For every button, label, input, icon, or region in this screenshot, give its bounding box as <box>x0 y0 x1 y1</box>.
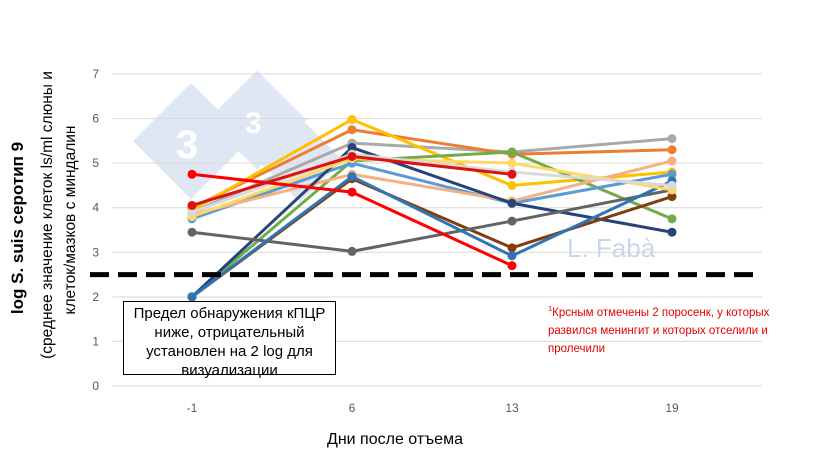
data-point <box>507 158 517 168</box>
data-point <box>347 114 357 124</box>
y-axis-label-sub-line2: клеток/мазков с миндалин <box>62 125 79 315</box>
data-point <box>507 180 517 190</box>
red-note-line3: пролечили <box>548 342 606 355</box>
y-axis-label-main-text: log S. suis серотип 9 <box>8 141 27 315</box>
data-point <box>507 261 517 271</box>
data-point <box>347 151 357 161</box>
y-tick-label: 4 <box>92 201 99 215</box>
x-tick-label: -1 <box>187 401 198 415</box>
watermark-name: L. Fabà <box>567 233 656 263</box>
data-point <box>667 180 677 190</box>
data-point <box>667 169 677 179</box>
data-point <box>347 172 357 182</box>
y-axis-label-sub-line1: (среднее значение клеток ls/ml слюны и <box>39 71 56 359</box>
data-point <box>187 169 197 179</box>
watermark-mark-1: 3 <box>176 123 198 167</box>
x-tick-label: 13 <box>505 401 519 415</box>
series-line <box>191 188 673 253</box>
data-point <box>507 251 517 261</box>
data-point <box>507 147 517 157</box>
data-point <box>347 187 357 197</box>
series-line <box>191 137 673 214</box>
red-lines-note: 1Крсным отмечены 2 поросенк, у которых р… <box>548 300 808 358</box>
series-line <box>191 161 673 221</box>
data-point <box>187 292 197 302</box>
y-tick-label: 6 <box>92 112 99 126</box>
series-line <box>191 175 673 299</box>
y-tick-label: 7 <box>92 67 99 81</box>
data-point <box>667 227 677 237</box>
red-note-line2b: менингит и которых отселили и <box>597 324 768 337</box>
data-point <box>507 198 517 208</box>
data-point <box>507 243 517 253</box>
x-axis-label: Дни после отъема <box>327 431 463 448</box>
y-tick-label: 5 <box>92 156 99 170</box>
series-line <box>191 157 673 219</box>
data-point <box>667 134 677 144</box>
y-tick-label: 3 <box>92 245 99 259</box>
x-tick-label: 6 <box>349 401 356 415</box>
y-tick-label: 2 <box>92 290 99 304</box>
series-line <box>191 150 673 299</box>
data-point <box>347 246 357 256</box>
red-note-superscript: 1 <box>548 304 553 313</box>
data-point <box>187 200 197 210</box>
data-point <box>667 214 677 224</box>
data-point <box>667 145 677 155</box>
data-point <box>667 156 677 166</box>
data-point <box>347 143 357 153</box>
series-line <box>191 128 673 210</box>
y-tick-label: 0 <box>92 379 99 393</box>
series-line <box>191 159 673 216</box>
red-note-line2a: развился <box>548 324 598 337</box>
data-point <box>507 216 517 226</box>
y-tick-label: 1 <box>92 334 99 348</box>
y-axis-label-main: log S. suis серотип 9 <box>8 142 28 314</box>
data-point <box>187 227 197 237</box>
data-point <box>347 125 357 135</box>
red-note-line1: Крсным отмечены 2 поросенк, у которых <box>552 306 770 319</box>
x-tick-label: 19 <box>665 401 679 415</box>
data-point <box>667 192 677 202</box>
watermark-mark-2: 3 <box>245 107 262 140</box>
data-point <box>187 207 197 217</box>
detection-limit-note: Предел обнаружения кПЦР ниже, отрицатель… <box>123 301 336 379</box>
data-point <box>507 169 517 179</box>
